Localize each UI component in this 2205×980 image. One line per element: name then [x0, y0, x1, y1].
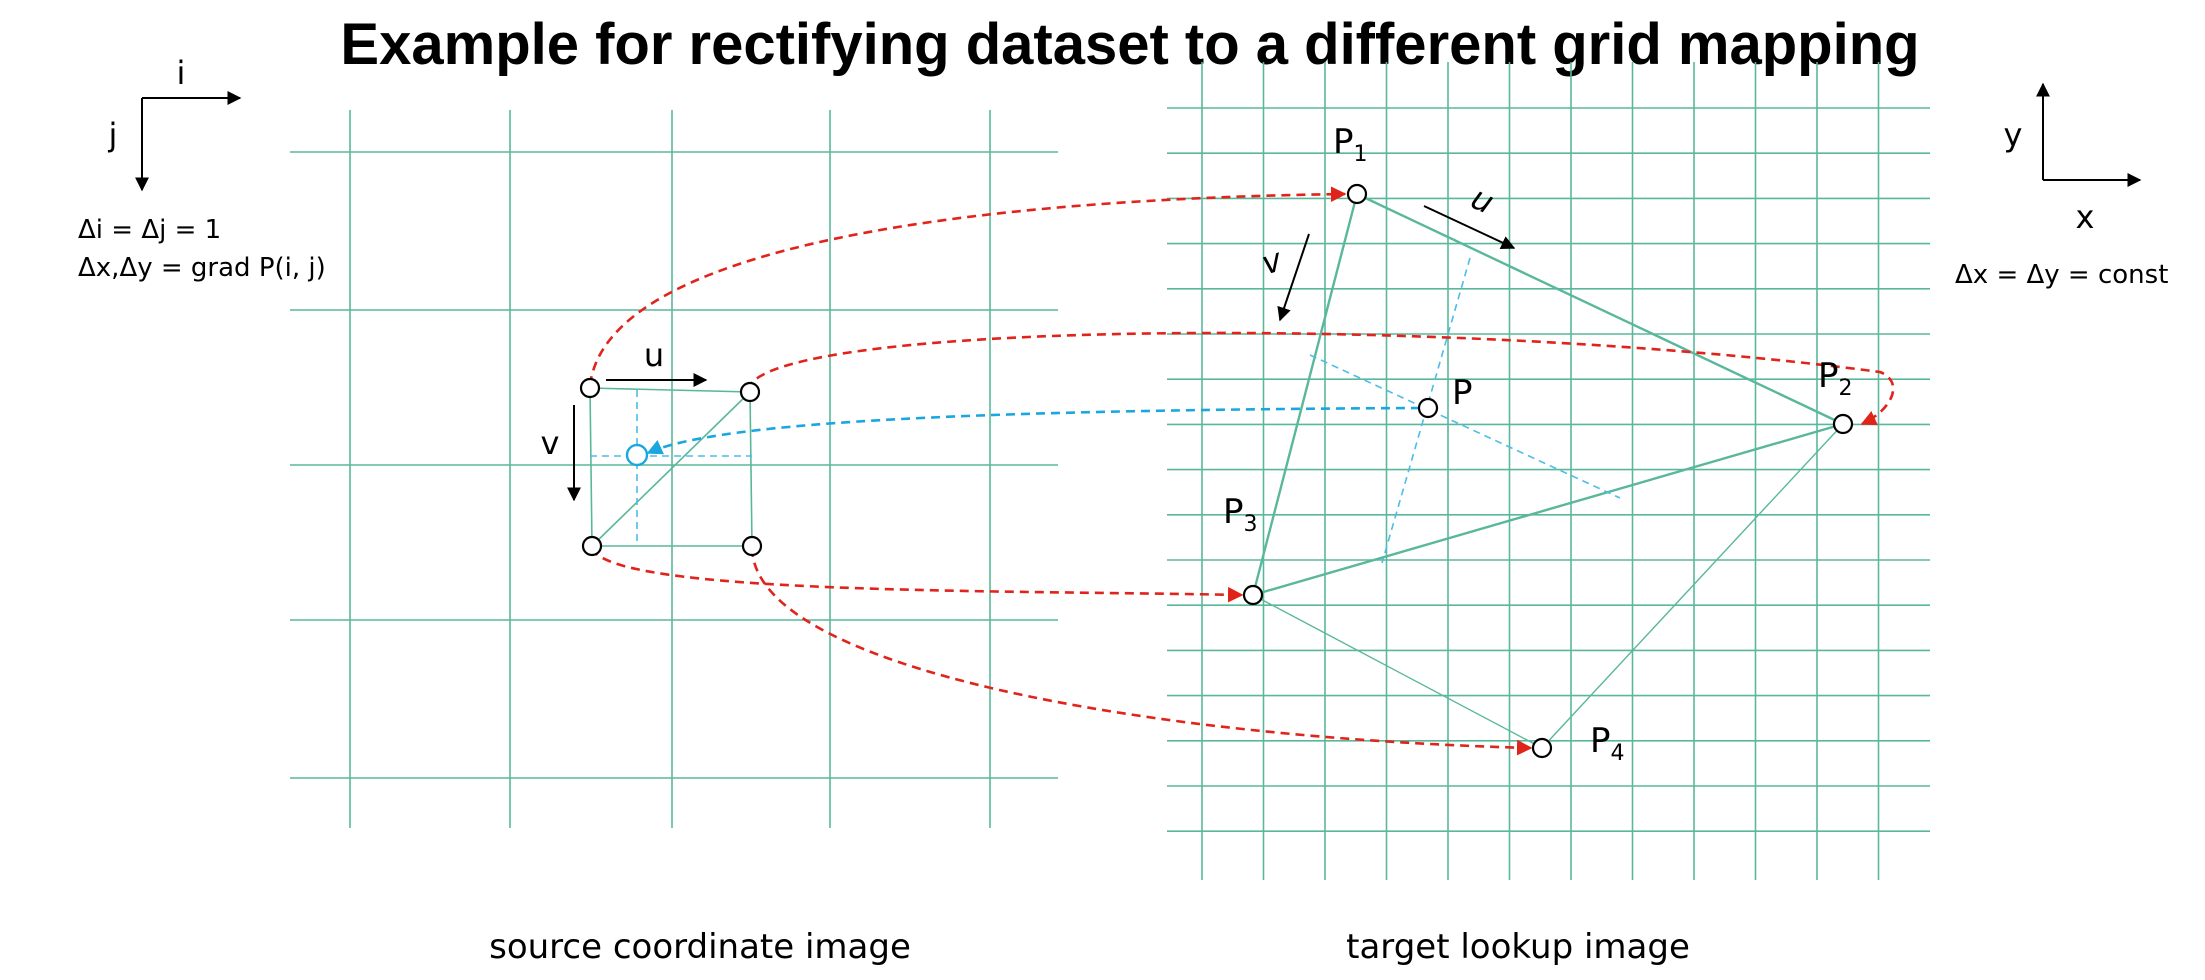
source-node-bottom-left [581, 535, 603, 557]
source-node-top-right [739, 381, 761, 403]
target-mesh: u v [1251, 179, 1844, 749]
source-u-label: u [644, 336, 664, 374]
target-caption: target lookup image [1346, 927, 1690, 967]
target-node-p4 [1531, 737, 1553, 759]
point-label-p2: P2 [1818, 356, 1853, 401]
point-label-p1: P1 [1333, 122, 1368, 167]
diagram-title: Example for rectifying dataset to a diff… [340, 12, 1919, 77]
source-node-bottom-right [741, 535, 763, 557]
source-caption: source coordinate image [489, 927, 911, 967]
source-note-delta-ij: Δi = Δj = 1 [78, 215, 221, 245]
source-cell: u v [541, 336, 753, 547]
source-note-gradient: Δx,Δy = grad P(i, j) [78, 253, 326, 283]
map-arrow-p2 [746, 331, 1895, 426]
target-node-p1 [1346, 183, 1368, 205]
target-u-label: u [1465, 179, 1499, 222]
map-arrow-p1 [588, 186, 1347, 386]
target-grid [1167, 62, 1930, 880]
target-note-delta-xy: Δx = Δy = const [1955, 260, 2168, 290]
target-node-p3 [1242, 584, 1264, 606]
target-node-p2 [1832, 413, 1854, 435]
axis-j-label: j [108, 116, 118, 154]
axis-i-label: i [177, 54, 186, 92]
target-nodes [1242, 183, 1854, 759]
target-v-label: v [1257, 240, 1288, 282]
source-v-label: v [541, 424, 560, 462]
axis-y-label: y [2004, 116, 2023, 154]
point-label-p3: P3 [1223, 492, 1258, 537]
target-axes: y x [2004, 82, 2142, 236]
mapping-arrows [588, 186, 1895, 756]
lookup-arrow-p [646, 406, 1421, 455]
source-axes: i j [108, 54, 242, 192]
source-node-lookup [625, 443, 649, 467]
axis-x-label: x [2076, 198, 2095, 236]
point-label-p4: P4 [1590, 721, 1625, 766]
source-nodes [579, 377, 763, 557]
map-arrow-p3 [590, 547, 1244, 603]
map-arrow-p4 [750, 547, 1533, 756]
target-node-p [1417, 397, 1439, 419]
source-node-top-left [579, 377, 601, 399]
source-grid [290, 110, 1058, 828]
point-label-p: P [1452, 373, 1473, 413]
